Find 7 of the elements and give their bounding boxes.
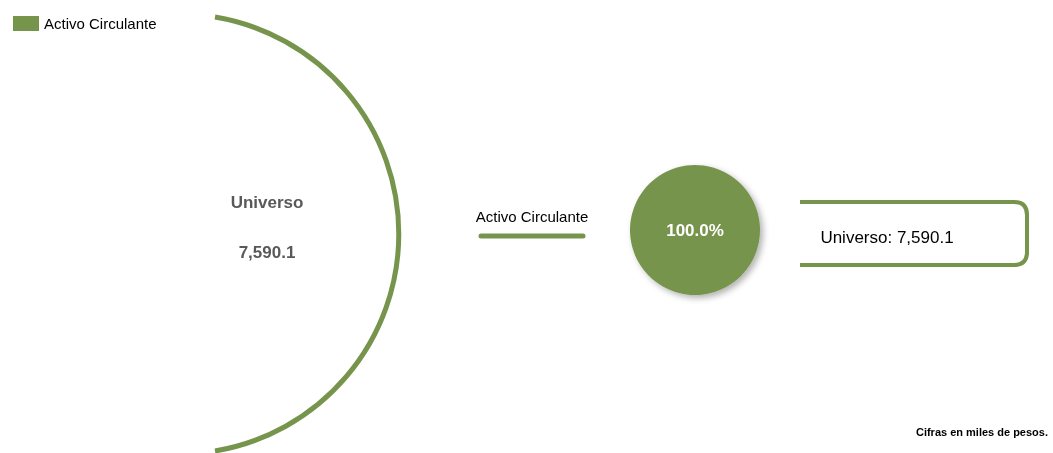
legend-label: Activo Circulante: [44, 15, 157, 32]
text: Universo: 7,590.1: [820, 227, 954, 247]
text: 7,590.1: [238, 242, 296, 262]
text: Cifras en miles de pesos.: [915, 426, 1048, 438]
slice-label: Activo Circulante: [475, 207, 589, 225]
data-label: 100.0%: [666, 220, 724, 240]
text: Universo: [230, 192, 304, 212]
